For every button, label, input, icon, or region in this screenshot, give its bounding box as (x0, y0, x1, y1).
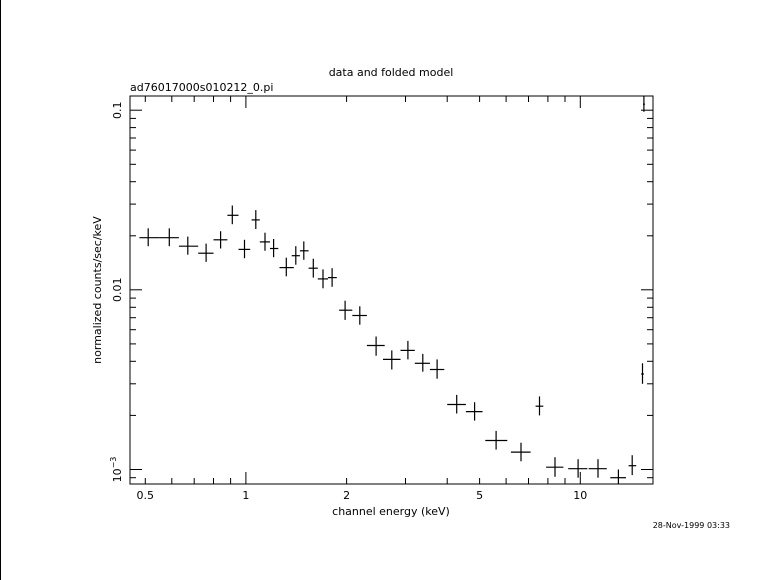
data-point (485, 430, 508, 450)
y-tick-label: 0.01 (111, 278, 124, 303)
data-point (299, 241, 309, 260)
data-point (339, 300, 353, 320)
y-tick-label: 0.1 (111, 101, 124, 119)
data-point (414, 353, 430, 372)
data-point (308, 258, 318, 278)
data-point (178, 236, 199, 255)
data-point (610, 469, 626, 484)
y-tick-label: 10−3 (109, 457, 124, 483)
axis-ticks (130, 96, 653, 484)
data-point (588, 459, 607, 478)
data-point (291, 246, 300, 265)
data-point (259, 232, 270, 251)
x-axis-label: channel energy (keV) (332, 505, 450, 518)
data-point (159, 228, 179, 247)
x-tick-label: 5 (476, 489, 483, 502)
data-point (447, 394, 466, 414)
data-point (270, 239, 279, 258)
data-point (238, 239, 251, 259)
y-axis-label: normalized counts/sec/keV (91, 216, 104, 364)
data-point (328, 268, 337, 287)
data-point (352, 306, 367, 325)
data-point (251, 210, 260, 229)
data-point (383, 350, 401, 370)
plot-frame (129, 95, 654, 485)
x-tick-label: 1 (242, 489, 249, 502)
data-point (535, 396, 544, 416)
x-tick-label: 0.5 (137, 489, 155, 502)
window-left-edge (0, 0, 1, 580)
data-point (568, 459, 588, 478)
data-point (429, 359, 445, 379)
chart-title: data and folded model (329, 66, 454, 79)
data-point (366, 336, 385, 356)
data-points (139, 96, 645, 484)
chart-subtitle: ad76017000s010212_0.pi (130, 81, 273, 94)
x-tick-label: 2 (343, 489, 350, 502)
data-point (628, 455, 637, 476)
tick-labels: 0.5 1 2 5 10 0.1 0.01 10−3 (109, 101, 587, 502)
data-point (317, 269, 328, 289)
data-point (279, 257, 294, 277)
data-point (198, 243, 214, 262)
data-point (227, 205, 239, 225)
data-point (465, 402, 483, 421)
data-point (643, 96, 645, 112)
plot-timestamp: 28-Nov-1999 03:33 (653, 521, 730, 530)
x-tick-label: 10 (573, 489, 587, 502)
data-point (400, 340, 415, 360)
data-point (510, 442, 531, 462)
data-point (546, 457, 564, 477)
data-point (213, 231, 228, 249)
data-point (641, 363, 644, 384)
data-point (139, 228, 160, 247)
